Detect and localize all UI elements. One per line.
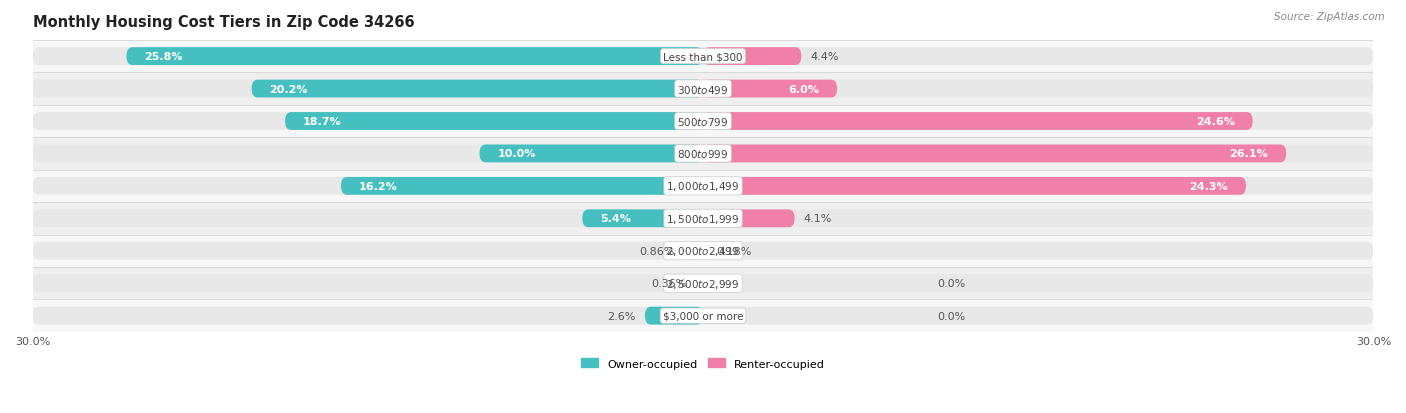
FancyBboxPatch shape <box>479 145 703 163</box>
Text: 2.6%: 2.6% <box>607 311 636 321</box>
Text: Source: ZipAtlas.com: Source: ZipAtlas.com <box>1274 12 1385 22</box>
Text: $2,500 to $2,999: $2,500 to $2,999 <box>666 277 740 290</box>
FancyBboxPatch shape <box>32 178 1374 195</box>
Text: 26.1%: 26.1% <box>1230 149 1268 159</box>
FancyBboxPatch shape <box>32 275 1374 292</box>
Text: 0.0%: 0.0% <box>938 278 966 289</box>
Text: $2,000 to $2,499: $2,000 to $2,499 <box>666 244 740 258</box>
FancyBboxPatch shape <box>703 210 794 228</box>
Text: Monthly Housing Cost Tiers in Zip Code 34266: Monthly Housing Cost Tiers in Zip Code 3… <box>32 15 415 30</box>
Text: 0.0%: 0.0% <box>938 311 966 321</box>
FancyBboxPatch shape <box>32 81 1374 98</box>
Text: 18.7%: 18.7% <box>304 117 342 127</box>
FancyBboxPatch shape <box>700 242 709 260</box>
FancyBboxPatch shape <box>683 242 703 260</box>
FancyBboxPatch shape <box>342 178 703 195</box>
Text: Less than $300: Less than $300 <box>664 52 742 62</box>
FancyBboxPatch shape <box>645 307 703 325</box>
Text: 20.2%: 20.2% <box>270 84 308 94</box>
Text: 5.4%: 5.4% <box>600 214 631 224</box>
Bar <box>32 300 1374 332</box>
Legend: Owner-occupied, Renter-occupied: Owner-occupied, Renter-occupied <box>576 354 830 373</box>
Bar <box>32 203 1374 235</box>
FancyBboxPatch shape <box>32 145 1374 163</box>
Text: 24.6%: 24.6% <box>1197 117 1234 127</box>
FancyBboxPatch shape <box>285 113 703 131</box>
Text: $300 to $499: $300 to $499 <box>678 83 728 95</box>
Text: $800 to $999: $800 to $999 <box>678 148 728 160</box>
FancyBboxPatch shape <box>32 307 1374 325</box>
Bar <box>32 138 1374 170</box>
FancyBboxPatch shape <box>32 113 1374 131</box>
FancyBboxPatch shape <box>252 81 703 98</box>
Text: 0.86%: 0.86% <box>640 246 675 256</box>
FancyBboxPatch shape <box>703 81 837 98</box>
Text: $1,500 to $1,999: $1,500 to $1,999 <box>666 212 740 225</box>
FancyBboxPatch shape <box>703 145 1286 163</box>
Bar <box>32 235 1374 267</box>
FancyBboxPatch shape <box>703 178 1246 195</box>
Text: 6.0%: 6.0% <box>789 84 820 94</box>
Text: 25.8%: 25.8% <box>145 52 183 62</box>
Text: 24.3%: 24.3% <box>1189 181 1227 191</box>
Text: 16.2%: 16.2% <box>359 181 398 191</box>
Bar <box>32 73 1374 105</box>
FancyBboxPatch shape <box>127 48 703 66</box>
Bar <box>32 267 1374 300</box>
Text: 0.18%: 0.18% <box>716 246 751 256</box>
Text: $500 to $799: $500 to $799 <box>678 116 728 128</box>
Text: 0.36%: 0.36% <box>651 278 686 289</box>
FancyBboxPatch shape <box>703 113 1253 131</box>
Text: $3,000 or more: $3,000 or more <box>662 311 744 321</box>
Text: $1,000 to $1,499: $1,000 to $1,499 <box>666 180 740 193</box>
FancyBboxPatch shape <box>582 210 703 228</box>
Bar <box>32 41 1374 73</box>
FancyBboxPatch shape <box>32 210 1374 228</box>
Text: 4.1%: 4.1% <box>804 214 832 224</box>
Bar <box>32 105 1374 138</box>
FancyBboxPatch shape <box>695 275 703 292</box>
FancyBboxPatch shape <box>32 48 1374 66</box>
FancyBboxPatch shape <box>703 48 801 66</box>
Text: 10.0%: 10.0% <box>498 149 536 159</box>
Bar <box>32 170 1374 203</box>
Text: 4.4%: 4.4% <box>810 52 839 62</box>
FancyBboxPatch shape <box>32 242 1374 260</box>
